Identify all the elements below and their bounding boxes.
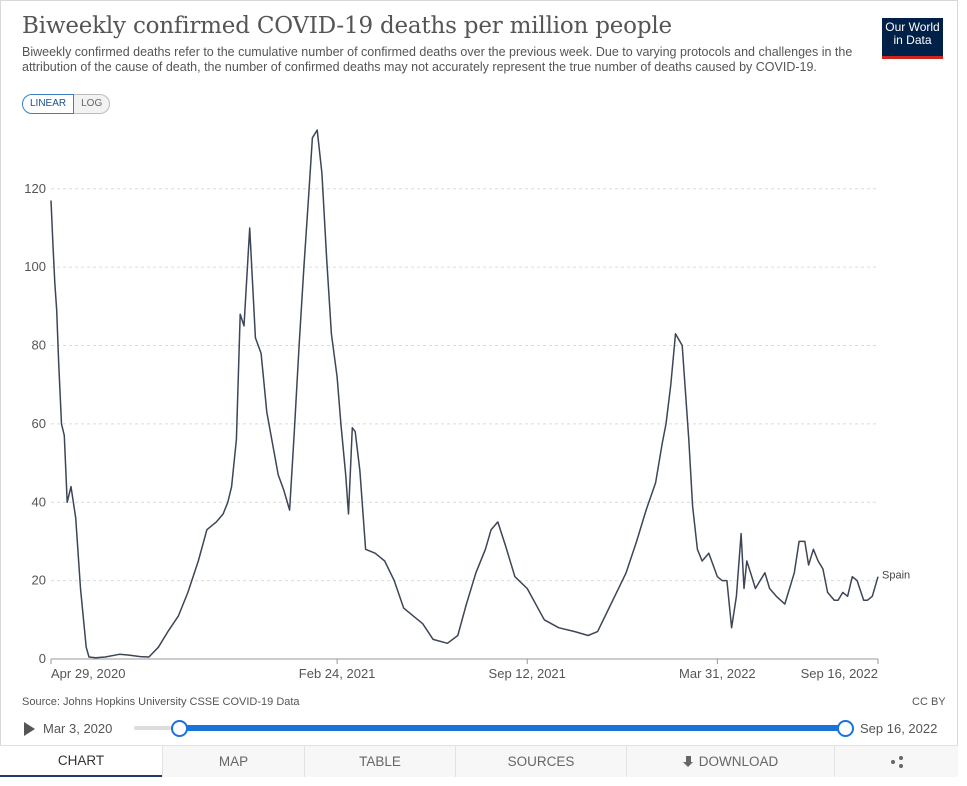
scale-toggle: LINEAR LOG [22, 94, 111, 114]
x-tick-label-2: Sep 12, 2021 [489, 666, 566, 681]
chart-subtitle: Biweekly confirmed deaths refer to the c… [22, 45, 853, 74]
chart-card [0, 0, 958, 777]
timeline-end-label: Sep 16, 2022 [860, 721, 938, 736]
tab-sources[interactable]: SOURCES [455, 746, 626, 777]
linear-scale-button[interactable]: LINEAR [22, 94, 75, 114]
share-icon [890, 755, 903, 768]
tab-bar: CHART MAP TABLE SOURCES DOWNLOAD [0, 745, 958, 777]
tab-table-label: TABLE [359, 754, 401, 769]
y-axis-ticks: 0 20 40 60 80 100 120 [24, 181, 46, 666]
y-tick-label-20: 20 [32, 573, 46, 588]
timeline-end-handle[interactable] [837, 720, 854, 737]
y-tick-label-100: 100 [24, 259, 46, 274]
tab-sources-label: SOURCES [507, 754, 575, 769]
tab-map-label: MAP [218, 754, 249, 769]
y-tick-label-120: 120 [24, 181, 46, 196]
tab-map[interactable]: MAP [162, 746, 304, 777]
y-tick-label-40: 40 [32, 494, 46, 509]
y-tick-label-0: 0 [39, 651, 46, 666]
timeline-start-label: Mar 3, 2020 [43, 721, 113, 736]
timeline-selected-range[interactable] [179, 725, 847, 731]
series-end-label: Spain [882, 570, 910, 582]
tab-download-label: DOWNLOAD [698, 754, 779, 769]
tab-download[interactable]: DOWNLOAD [626, 746, 834, 777]
y-tick-label-80: 80 [32, 338, 46, 353]
license-link[interactable]: CC BY [912, 696, 946, 708]
gridlines [51, 188, 878, 660]
timeline: Mar 3, 2020 Sep 16, 2022 [22, 717, 947, 739]
source-note: Source: Johns Hopkins University CSSE CO… [22, 696, 300, 708]
x-tick-label-3: Mar 31, 2022 [679, 666, 756, 681]
timeline-start-handle[interactable] [171, 720, 188, 737]
tab-chart-label: CHART [57, 753, 105, 768]
x-axis-ticks: Apr 29, 2020 Feb 24, 2021 Sep 12, 2021 Mar … [50, 659, 879, 681]
tab-chart[interactable]: CHART [0, 746, 162, 777]
log-scale-button[interactable]: LOG [74, 94, 111, 114]
download-icon [682, 755, 694, 768]
tab-table[interactable]: TABLE [304, 746, 455, 777]
chart-title: Biweekly confirmed COVID-19 deaths per m… [22, 13, 672, 39]
x-tick-label-4: Sep 16, 2022 [801, 666, 878, 681]
y-tick-label-60: 60 [32, 416, 46, 431]
owid-logo[interactable]: Our World in Data [882, 18, 943, 59]
play-icon[interactable] [24, 722, 35, 736]
x-tick-label-1: Feb 24, 2021 [299, 666, 376, 681]
tab-share[interactable] [834, 746, 958, 777]
logo-line-2: in Data [893, 33, 932, 47]
line-chart: 0 20 40 60 80 100 120 Apr 29, 2020 Feb 24, 2021… [24, 129, 910, 681]
series-line-spain [50, 129, 879, 659]
x-tick-label-0: Apr 29, 2020 [51, 666, 125, 681]
series-layer: Spain [50, 129, 910, 659]
logo-line-1: Our World [885, 20, 940, 34]
